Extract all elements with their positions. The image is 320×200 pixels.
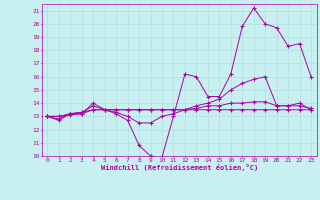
X-axis label: Windchill (Refroidissement éolien,°C): Windchill (Refroidissement éolien,°C): [100, 164, 258, 171]
